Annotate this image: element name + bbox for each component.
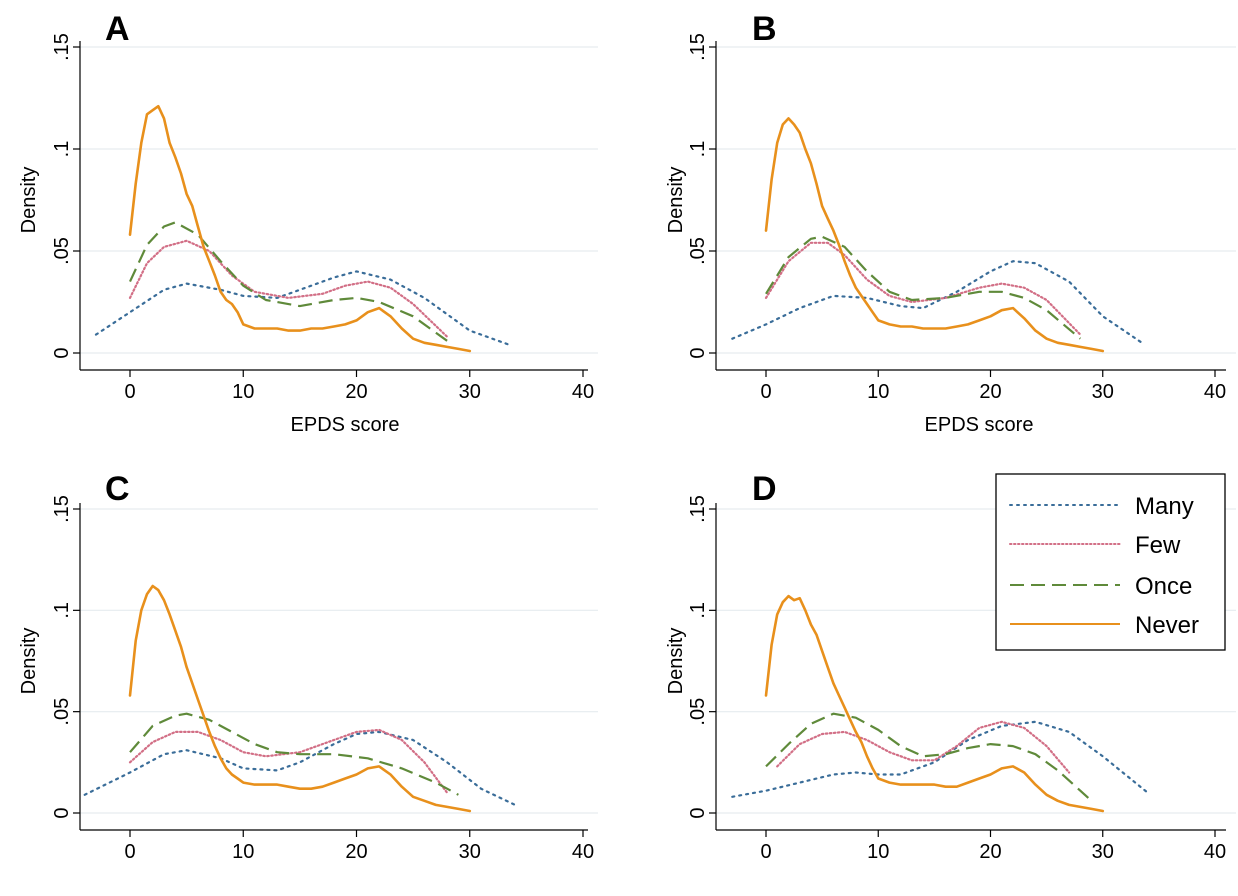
panel-b-series-many [731, 260, 1144, 344]
panel-a-series-few [128, 239, 449, 338]
panel-b-series-once [765, 235, 1082, 340]
panel-d-y-axis-title: Density [665, 628, 687, 695]
panel-a: 0 .05 .1 .15 0 10 20 30 40 A EPDS score Density [18, 10, 598, 436]
panel-c-x-tick-label: 0 [124, 841, 135, 863]
panel-d-x-tick-label: 40 [1204, 841, 1226, 863]
panel-c-series-never [128, 584, 472, 813]
panel-d-x-tick-label: 20 [979, 841, 1001, 863]
panel-b: 0 .05 .1 .15 0 10 20 30 40 B EPDS score Density [665, 10, 1236, 436]
panel-d-x-tick-label: 0 [760, 841, 771, 863]
panel-a-letter: A [105, 10, 130, 48]
panel-c-x-tick-label: 30 [459, 841, 481, 863]
panel-d-series-many [731, 720, 1149, 798]
panel-a-plot: 0 .05 .1 .15 0 10 20 30 40 [51, 33, 598, 403]
legend-label-few: Few [1135, 532, 1181, 559]
panel-a-series-never [128, 104, 472, 353]
panel-d-x-tick-label: 30 [1092, 841, 1114, 863]
panel-b-x-tick-label: 40 [1204, 381, 1226, 403]
panel-c-y-axis-title: Density [18, 628, 40, 695]
panel-b-x-tick-label: 10 [867, 381, 889, 403]
panel-d-letter: D [752, 470, 777, 508]
panel-d-y-tick-label: .05 [687, 698, 709, 726]
panel-b-x-axis-title: EPDS score [925, 414, 1034, 436]
panel-c-series-many [83, 730, 517, 807]
legend-box [995, 473, 1226, 651]
panel-c-y-tick-label: .1 [51, 602, 73, 619]
panel-c-x-tick-label: 10 [232, 841, 254, 863]
panel-a-y-tick-label: 0 [51, 347, 73, 358]
legend-label-once: Once [1135, 573, 1192, 600]
panel-b-series-never [764, 117, 1105, 353]
panel-a-y-tick-label: .05 [51, 237, 73, 265]
panel-a-x-axis-title: EPDS score [291, 414, 400, 436]
panel-b-x-tick-label: 30 [1092, 381, 1114, 403]
panel-a-y-axis-title: Density [18, 167, 40, 234]
panel-a-y-tick-label: .1 [51, 141, 73, 158]
legend: Many Few Once Never [995, 473, 1226, 651]
panel-c: 0 .05 .1 .15 0 10 20 30 40 C Density [18, 470, 598, 863]
panel-b-plot: 0 .05 .1 .15 0 10 20 30 40 [687, 33, 1236, 403]
panel-b-series-few [764, 241, 1082, 336]
panel-c-series-once [129, 712, 459, 796]
panel-c-letter: C [105, 470, 130, 508]
panel-c-series-few [128, 728, 449, 794]
panel-b-y-tick-label: .05 [687, 237, 709, 265]
panel-a-series-many [94, 270, 511, 346]
panel-b-letter: B [752, 10, 777, 48]
panel-a-y-tick-label: .15 [51, 33, 73, 61]
panel-d-y-tick-label: .15 [687, 495, 709, 523]
panel-c-x-tick-label: 20 [345, 841, 367, 863]
panel-d-series-few [776, 720, 1071, 774]
panel-d-y-tick-label: 0 [687, 807, 709, 818]
panel-c-y-tick-label: 0 [51, 807, 73, 818]
panel-c-y-tick-label: .05 [51, 698, 73, 726]
panel-d-y-tick-label: .1 [687, 602, 709, 619]
panel-d-x-tick-label: 10 [867, 841, 889, 863]
panel-c-y-tick-label: .15 [51, 495, 73, 523]
panel-a-x-tick-label: 20 [345, 381, 367, 403]
panel-c-plot: 0 .05 .1 .15 0 10 20 30 40 [51, 495, 598, 863]
panel-c-x-tick-label: 40 [572, 841, 594, 863]
panel-b-y-tick-label: .15 [687, 33, 709, 61]
panel-b-y-tick-label: 0 [687, 347, 709, 358]
panel-a-x-tick-label: 30 [459, 381, 481, 403]
panel-a-x-tick-label: 10 [232, 381, 254, 403]
panel-b-y-axis-title: Density [665, 167, 687, 234]
panel-d: 0 .05 .1 .15 0 10 20 30 40 D Density Many Few On… [665, 470, 1236, 863]
panel-a-x-tick-label: 0 [124, 381, 135, 403]
panel-a-x-tick-label: 40 [572, 381, 594, 403]
panel-b-y-tick-label: .1 [687, 141, 709, 158]
panel-a-series-once [129, 221, 448, 342]
panel-b-x-tick-label: 20 [979, 381, 1001, 403]
panel-b-x-tick-label: 0 [760, 381, 771, 403]
panel-d-series-once [765, 712, 1093, 802]
legend-label-never: Never [1135, 612, 1199, 639]
legend-label-many: Many [1135, 493, 1194, 520]
panel-d-series-never [764, 594, 1105, 813]
